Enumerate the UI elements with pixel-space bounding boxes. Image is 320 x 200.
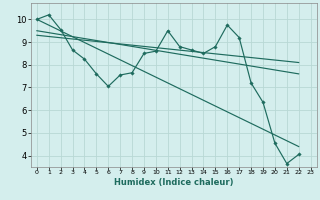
X-axis label: Humidex (Indice chaleur): Humidex (Indice chaleur): [114, 178, 234, 187]
